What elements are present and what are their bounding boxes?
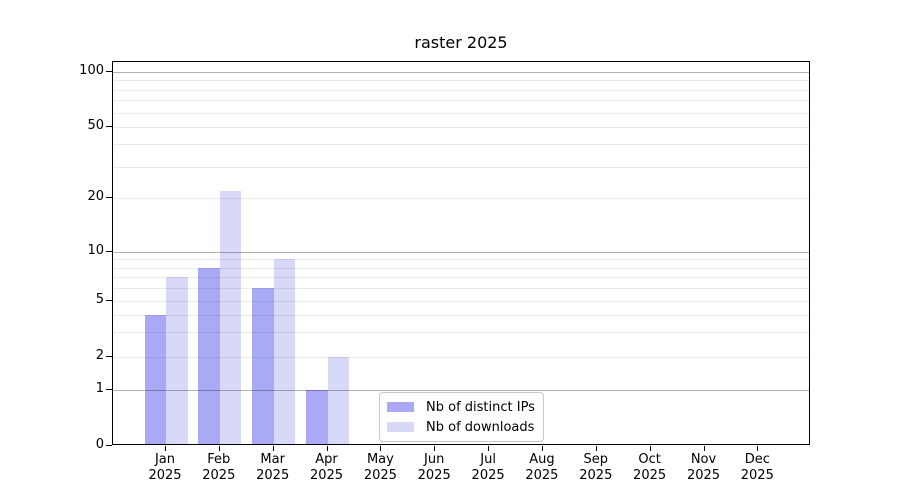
gridline-minor (113, 166, 809, 168)
legend-item-downloads: Nb of downloads (387, 420, 543, 435)
y-tick (106, 251, 112, 252)
gridline-minor (113, 80, 809, 82)
gridline-minor (113, 267, 809, 269)
x-tick (326, 446, 328, 451)
x-tick (380, 446, 382, 451)
legend-swatch-distinct-ips (387, 402, 414, 412)
plot-area: Nb of distinct IPs Nb of downloads (112, 61, 810, 445)
legend-swatch-downloads (387, 422, 414, 432)
y-tick (106, 126, 112, 127)
bar-distinct-ips (198, 267, 220, 444)
bar-downloads (166, 277, 188, 444)
bar-downloads (219, 190, 242, 444)
legend: Nb of distinct IPs Nb of downloads (379, 392, 544, 442)
x-tick-label: May 2025 (363, 452, 397, 483)
x-tick (757, 446, 759, 451)
gridline-minor (113, 277, 809, 279)
gridline-minor (113, 357, 809, 359)
x-tick-label: Apr 2025 (309, 452, 344, 483)
gridline-major (113, 252, 809, 253)
gridline-minor (113, 288, 809, 290)
gridline-minor (113, 332, 809, 334)
gridline-minor (113, 259, 809, 261)
x-tick (434, 446, 436, 451)
x-tick (649, 446, 651, 451)
bar-distinct-ips (306, 390, 328, 444)
x-tick (165, 446, 166, 451)
x-tick (488, 446, 490, 451)
legend-item-distinct-ips: Nb of distinct IPs (387, 400, 543, 415)
y-tick-label: 10 (87, 243, 104, 258)
bars-layer (113, 62, 809, 444)
bar-distinct-ips (144, 314, 166, 444)
x-tick-label: Oct 2025 (633, 452, 667, 483)
y-tick-label: 2 (95, 348, 104, 364)
x-tick (218, 446, 220, 451)
bar-downloads (273, 259, 296, 444)
gridline-major (113, 390, 809, 391)
legend-label-downloads: Nb of downloads (426, 419, 535, 435)
gridline-minor (113, 144, 809, 146)
gridline-minor (113, 127, 809, 128)
grid-layer (113, 62, 809, 444)
x-tick-label: Feb 2025 (202, 452, 236, 483)
gridline-minor (113, 89, 809, 91)
x-tick (272, 446, 274, 451)
y-tick (106, 300, 112, 301)
y-tick (106, 356, 112, 358)
gridline-minor (113, 314, 809, 316)
y-tick-label: 100 (79, 63, 104, 78)
y-tick-label: 5 (95, 292, 104, 307)
x-tick-label: Dec 2025 (740, 452, 774, 483)
x-tick-label: Jul 2025 (471, 452, 505, 483)
x-tick-label: Jan 2025 (148, 452, 182, 483)
x-tick (595, 446, 597, 451)
legend-label-distinct-ips: Nb of distinct IPs (426, 399, 535, 415)
bar-downloads (327, 357, 349, 444)
x-tick-label: Nov 2025 (686, 452, 721, 483)
x-tick-label: Mar 2025 (256, 452, 290, 483)
y-tick-label: 50 (87, 118, 104, 133)
y-tick-label: 1 (95, 381, 104, 396)
y-tick (106, 71, 112, 72)
x-tick-label: Aug 2025 (525, 452, 559, 483)
gridline-minor (113, 112, 809, 114)
y-tick (106, 197, 112, 198)
y-tick-label: 20 (87, 189, 104, 204)
x-tick-label: Sep 2025 (579, 452, 613, 483)
x-tick (703, 446, 705, 451)
gridline-minor (113, 100, 809, 102)
x-tick (541, 446, 543, 451)
x-tick-label: Jun 2025 (417, 452, 451, 483)
bar-distinct-ips (252, 288, 274, 444)
y-tick (106, 445, 112, 446)
gridline-major (113, 72, 809, 73)
gridline-minor (113, 198, 809, 199)
y-tick-label: 0 (95, 437, 104, 452)
gridline-minor (113, 301, 809, 302)
y-tick (106, 389, 112, 390)
chart-title: raster 2025 (414, 33, 508, 52)
